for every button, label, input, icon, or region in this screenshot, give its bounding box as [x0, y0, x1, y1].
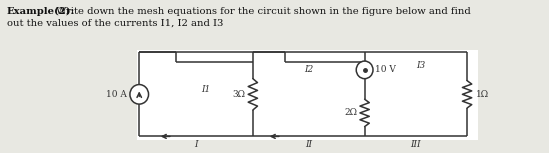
Text: Example(2):: Example(2):	[7, 7, 75, 16]
Circle shape	[130, 85, 149, 104]
Text: Write down the mesh equations for the circuit shown in the figure below and find: Write down the mesh equations for the ci…	[53, 7, 470, 16]
Text: I1: I1	[201, 85, 210, 94]
Text: 1Ω: 1Ω	[475, 90, 489, 99]
Text: 3Ω: 3Ω	[232, 90, 245, 99]
Text: II: II	[305, 140, 312, 149]
Text: III: III	[411, 140, 421, 149]
Text: I2: I2	[304, 65, 313, 74]
Text: I: I	[194, 140, 198, 149]
Text: 10 A: 10 A	[107, 90, 127, 99]
Text: I3: I3	[416, 62, 425, 71]
Text: out the values of the currents I1, I2 and I3: out the values of the currents I1, I2 an…	[7, 19, 223, 28]
Text: 2Ω: 2Ω	[344, 108, 357, 117]
Text: 10 V: 10 V	[375, 65, 396, 74]
Circle shape	[356, 61, 373, 79]
FancyBboxPatch shape	[137, 50, 478, 140]
